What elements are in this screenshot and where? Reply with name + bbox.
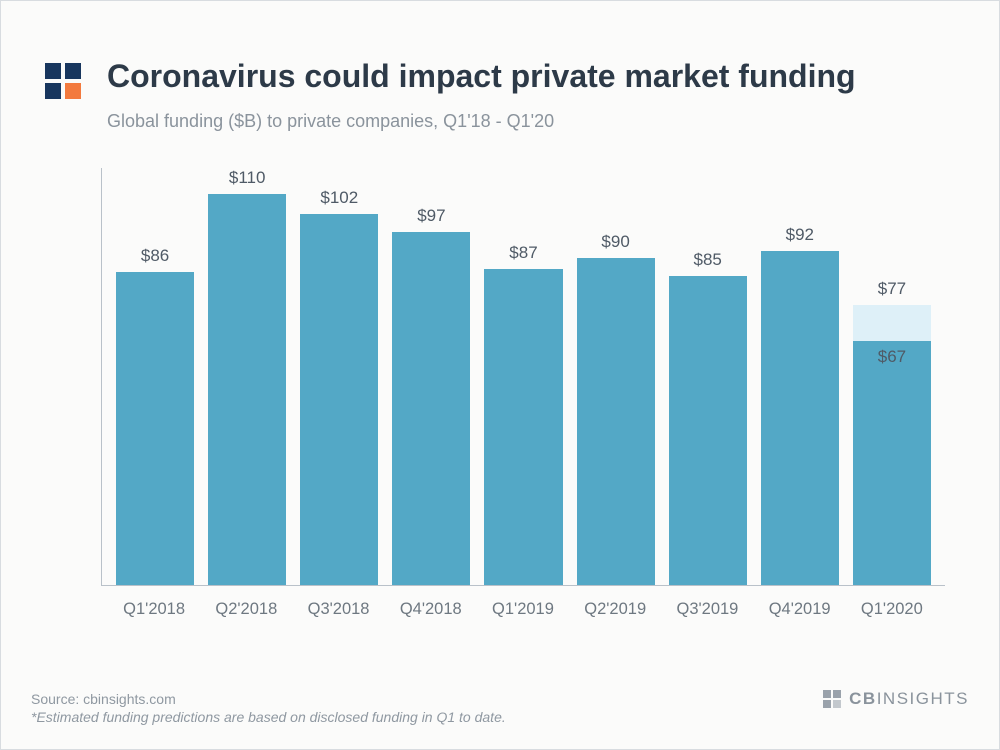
bar: $102 bbox=[300, 168, 378, 585]
bar-value-label: $87 bbox=[484, 243, 562, 263]
chart-card: Coronavirus could impact private market … bbox=[0, 0, 1000, 750]
x-tick-label: Q3'2018 bbox=[299, 600, 377, 619]
bar-value-label: $92 bbox=[761, 225, 839, 245]
x-tick-label: Q1'2020 bbox=[853, 600, 931, 619]
header: Coronavirus could impact private market … bbox=[45, 57, 955, 103]
bar-chart: $86 $110 $102 $97 $87 $90 $85 $92 $77 $67 Q1'2018… bbox=[101, 168, 945, 619]
bar-value-label: $110 bbox=[208, 168, 286, 188]
bar-segment bbox=[761, 251, 839, 585]
x-axis: Q1'2018 Q2'2018 Q3'2018 Q4'2018 Q1'2019 Q2'20… bbox=[101, 600, 945, 619]
bar-value-label: $77 bbox=[853, 279, 931, 299]
bar-secondary-value-label: $67 bbox=[878, 347, 906, 367]
chart-title: Coronavirus could impact private market … bbox=[107, 57, 856, 95]
bar-segment bbox=[392, 232, 470, 585]
bar-segment bbox=[853, 341, 931, 585]
bar: $86 bbox=[116, 168, 194, 585]
x-tick-label: Q1'2019 bbox=[484, 600, 562, 619]
bar-value-label: $102 bbox=[300, 188, 378, 208]
source-text: Source: cbinsights.com bbox=[31, 691, 969, 707]
x-tick-label: Q3'2019 bbox=[668, 600, 746, 619]
footnote-text: *Estimated funding predictions are based… bbox=[31, 709, 969, 725]
x-tick-label: Q4'2018 bbox=[392, 600, 470, 619]
cbinsights-logo-icon bbox=[45, 59, 89, 103]
bar: $87 bbox=[484, 168, 562, 585]
bar-segment bbox=[577, 258, 655, 585]
x-tick-label: Q1'2018 bbox=[115, 600, 193, 619]
bar-segment bbox=[484, 269, 562, 585]
bar-value-label: $86 bbox=[116, 246, 194, 266]
bar-segment bbox=[116, 272, 194, 585]
bar-overlay-segment bbox=[853, 305, 931, 341]
bar: $110 bbox=[208, 168, 286, 585]
bar: $77 $67 bbox=[853, 168, 931, 585]
bar: $90 bbox=[577, 168, 655, 585]
bar-value-label: $97 bbox=[392, 206, 470, 226]
bar: $92 bbox=[761, 168, 839, 585]
bar-segment bbox=[208, 194, 286, 585]
plot-area: $86 $110 $102 $97 $87 $90 $85 $92 $77 $67 bbox=[101, 168, 945, 586]
chart-subtitle: Global funding ($B) to private companies… bbox=[107, 111, 955, 132]
bar-value-label: $85 bbox=[669, 250, 747, 270]
bar: $85 bbox=[669, 168, 747, 585]
bar-segment bbox=[300, 214, 378, 585]
x-tick-label: Q2'2019 bbox=[576, 600, 654, 619]
bar-value-label: $90 bbox=[577, 232, 655, 252]
footer: Source: cbinsights.com *Estimated fundin… bbox=[31, 691, 969, 725]
x-tick-label: Q2'2018 bbox=[207, 600, 285, 619]
bar: $97 bbox=[392, 168, 470, 585]
x-tick-label: Q4'2019 bbox=[761, 600, 839, 619]
bar-segment bbox=[669, 276, 747, 585]
